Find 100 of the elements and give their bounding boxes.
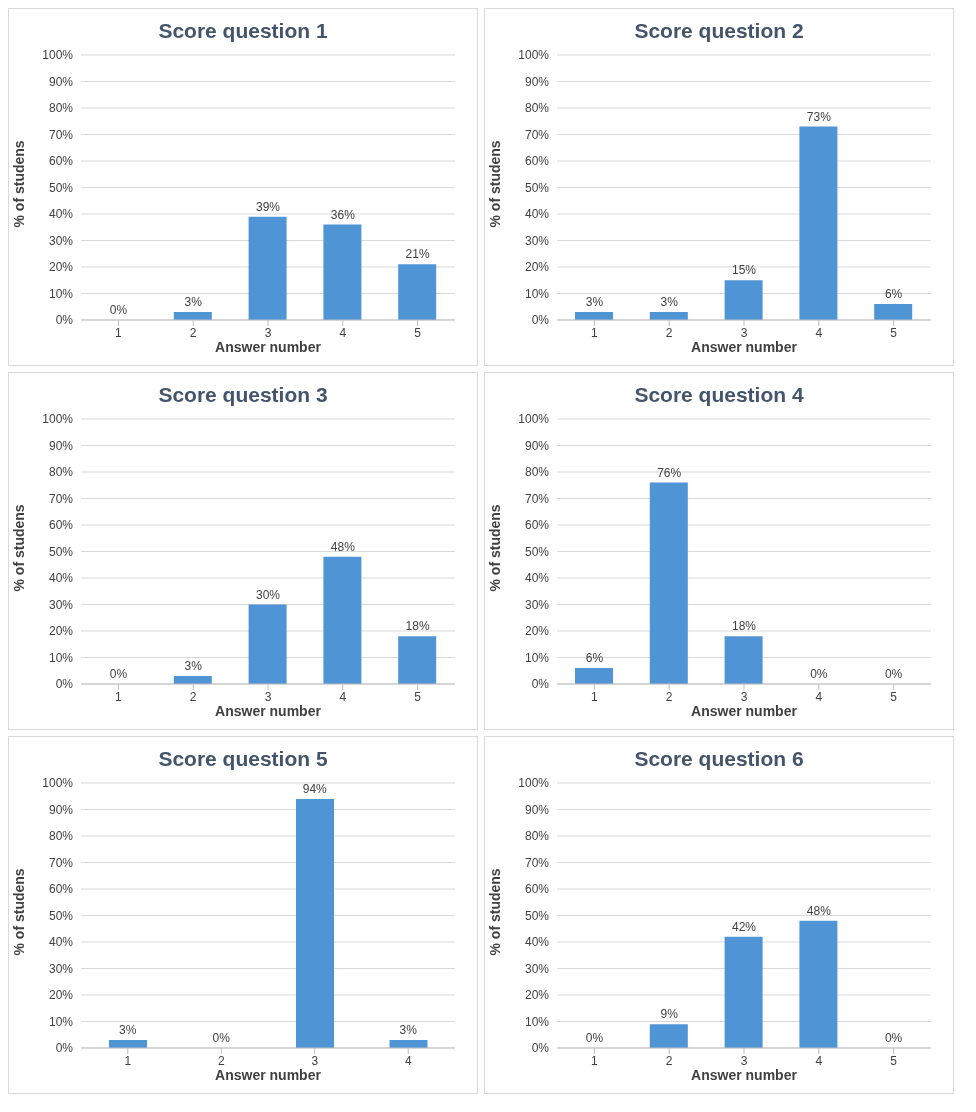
- y-tick-label: 20%: [48, 260, 74, 275]
- data-label: 3%: [184, 659, 203, 674]
- y-tick-label: 50%: [48, 180, 74, 195]
- y-tick-label: 30%: [524, 961, 550, 976]
- data-label: 39%: [255, 199, 281, 214]
- y-tick-label: 100%: [42, 776, 74, 791]
- data-label: 48%: [330, 539, 356, 554]
- bar: [248, 604, 287, 684]
- x-axis-title: Answer number: [691, 1066, 798, 1083]
- y-tick-label: 60%: [48, 882, 74, 897]
- y-tick-label: 70%: [524, 127, 550, 142]
- y-tick-label: 0%: [55, 1041, 74, 1056]
- y-tick-label: 10%: [524, 1014, 550, 1029]
- y-tick-label: 80%: [524, 829, 550, 844]
- y-tick-label: 40%: [48, 207, 74, 222]
- y-tick-label: 0%: [531, 313, 550, 328]
- x-tick-label: 2: [217, 1053, 225, 1068]
- y-tick-label: 10%: [48, 650, 74, 665]
- y-tick-label: 10%: [48, 1014, 74, 1029]
- y-tick-label: 90%: [48, 74, 74, 89]
- data-label: 0%: [884, 667, 903, 681]
- x-tick-label: 1: [124, 1053, 132, 1068]
- y-tick-label: 70%: [524, 855, 550, 870]
- y-tick-label: 80%: [524, 465, 550, 480]
- y-tick-label: 70%: [48, 491, 74, 506]
- y-tick-label: 70%: [524, 491, 550, 506]
- y-tick-label: 50%: [524, 544, 550, 559]
- y-tick-label: 20%: [48, 988, 74, 1003]
- y-tick-label: 30%: [524, 233, 550, 248]
- x-axis-title: Answer number: [691, 702, 798, 719]
- y-tick-label: 80%: [524, 101, 550, 116]
- bar: [874, 304, 913, 320]
- data-label: 0%: [884, 1031, 903, 1045]
- y-tick-label: 10%: [524, 650, 550, 665]
- x-tick-label: 5: [414, 689, 422, 704]
- bar: [323, 224, 362, 320]
- x-tick-label: 3: [264, 325, 272, 340]
- y-axis-title: % of studens: [10, 504, 27, 592]
- y-tick-label: 80%: [48, 829, 74, 844]
- y-tick-label: 50%: [524, 180, 550, 195]
- x-axis-title: Answer number: [215, 702, 322, 719]
- bar: [398, 636, 437, 684]
- y-tick-label: 100%: [518, 412, 550, 427]
- x-tick-label: 4: [339, 689, 347, 704]
- x-tick-label: 2: [189, 689, 197, 704]
- chart-title: Score question 6: [633, 747, 805, 772]
- y-tick-label: 20%: [524, 624, 550, 639]
- x-tick-label: 5: [890, 689, 898, 704]
- x-axis-title: Answer number: [215, 1066, 322, 1083]
- y-tick-label: 50%: [524, 908, 550, 923]
- y-tick-label: 80%: [48, 465, 74, 480]
- x-tick-label: 1: [591, 689, 599, 704]
- x-tick-label: 4: [815, 689, 823, 704]
- y-tick-label: 100%: [518, 48, 550, 63]
- x-tick-label: 3: [740, 1053, 748, 1068]
- data-label: 21%: [405, 247, 430, 262]
- y-tick-label: 40%: [524, 207, 550, 222]
- bar: [799, 126, 838, 320]
- y-tick-label: 30%: [48, 233, 74, 248]
- bar: [248, 216, 287, 320]
- data-label: 3%: [399, 1023, 418, 1038]
- data-label: 3%: [585, 295, 604, 310]
- bar: [649, 1024, 688, 1048]
- y-tick-label: 60%: [48, 154, 74, 169]
- bar: [323, 556, 362, 684]
- data-label: 9%: [660, 1007, 679, 1022]
- y-tick-label: 10%: [524, 286, 550, 301]
- bar: [724, 636, 763, 684]
- x-tick-label: 4: [815, 1053, 823, 1068]
- y-tick-label: 90%: [48, 438, 74, 453]
- data-label: 3%: [119, 1023, 137, 1038]
- data-label: 94%: [302, 781, 328, 796]
- x-tick-label: 4: [339, 325, 347, 340]
- y-tick-label: 70%: [48, 855, 74, 870]
- x-tick-label: 2: [665, 325, 673, 340]
- data-label: 18%: [731, 619, 757, 634]
- y-tick-label: 0%: [55, 677, 74, 692]
- y-axis-title: % of studens: [10, 868, 27, 956]
- x-tick-label: 5: [414, 325, 422, 340]
- y-tick-label: 70%: [48, 127, 74, 142]
- y-tick-label: 80%: [48, 101, 74, 116]
- x-axis-title: Answer number: [691, 338, 798, 355]
- y-tick-label: 40%: [524, 571, 550, 586]
- data-label: 0%: [109, 667, 128, 681]
- bar: [649, 482, 688, 684]
- x-tick-label: 1: [591, 325, 599, 340]
- x-axis-title: Answer number: [215, 338, 322, 355]
- y-tick-label: 0%: [55, 313, 74, 328]
- data-label: 36%: [330, 207, 356, 222]
- y-tick-label: 30%: [524, 597, 550, 612]
- data-label: 18%: [405, 619, 430, 634]
- x-tick-label: 3: [740, 689, 748, 704]
- data-label: 6%: [884, 287, 903, 302]
- y-tick-label: 40%: [48, 935, 74, 950]
- data-label: 0%: [212, 1031, 231, 1045]
- x-tick-label: 1: [115, 689, 123, 704]
- y-tick-label: 0%: [531, 677, 550, 692]
- y-tick-label: 20%: [524, 260, 550, 275]
- y-tick-label: 90%: [48, 802, 74, 817]
- y-tick-label: 60%: [524, 154, 550, 169]
